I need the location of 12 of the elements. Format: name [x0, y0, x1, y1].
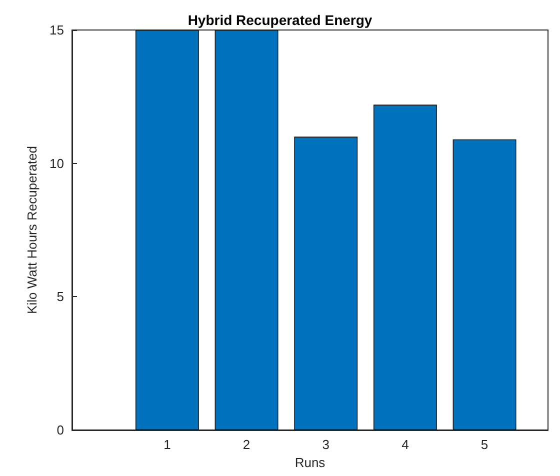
- chart-title: Hybrid Recuperated Energy: [188, 12, 372, 28]
- y-axis-title: Kilo Watt Hours Recuperated: [24, 146, 40, 314]
- y-tick-label: 5: [56, 289, 64, 304]
- x-tick-label: 2: [242, 437, 250, 452]
- x-tick-label: 5: [480, 437, 488, 452]
- x-tick-label: 3: [322, 437, 330, 452]
- y-tick-label: 0: [56, 422, 64, 438]
- x-tick-label: 4: [402, 437, 409, 452]
- x-tick-label: 1: [164, 437, 171, 452]
- y-tick-label: 10: [50, 156, 64, 171]
- y-tick-label: 15: [50, 22, 64, 38]
- x-axis-title: Runs: [294, 454, 326, 470]
